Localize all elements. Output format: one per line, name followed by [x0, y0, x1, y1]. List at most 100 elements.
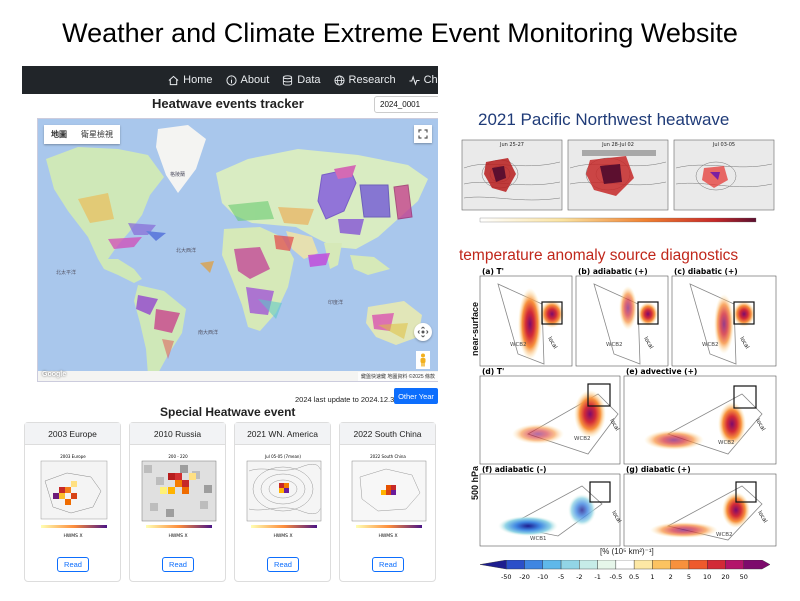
diag-panel-f: (f) adiabatic (-) local WCB1 — [479, 465, 622, 547]
event-select-value: 2024_0001 — [380, 100, 421, 109]
map-label-north-atlantic: 北大西洋 — [176, 248, 197, 254]
nav-home[interactable]: Home — [168, 74, 213, 86]
diag-box-label: local — [642, 336, 654, 351]
map-pan-control[interactable] — [414, 323, 432, 341]
fullscreen-button[interactable] — [414, 125, 432, 143]
card-title: 2010 Russia — [130, 423, 225, 445]
fig-title: Jul 05-05 (7mean) — [264, 454, 301, 459]
read-button[interactable]: Read — [57, 557, 89, 572]
diag-box-label: local — [756, 510, 768, 525]
colorbar-segment — [579, 560, 598, 570]
colorbar-tick-label: 10 — [703, 573, 711, 581]
diag-box-label: local — [546, 336, 558, 351]
tab-satellite[interactable]: 衛星檢視 — [81, 130, 113, 139]
colorbar-tick-label: -1 — [594, 573, 600, 581]
map-label-north-pacific: 北太平洋 — [56, 270, 77, 276]
diag-region-label: WCB2 — [718, 440, 735, 446]
colorbar-tick-label: 50 — [740, 573, 748, 581]
map-label-indian-ocean: 印度洋 — [328, 300, 344, 306]
diag-box-label: local — [610, 510, 622, 525]
pnw-panel-1-label: Jun 25-27 — [499, 142, 524, 148]
heatwave-map[interactable]: 地圖 衛星檢視 格陵蘭 北大西洋 北太平洋 南大西洋 印度洋 Google 鍵盤… — [37, 118, 438, 382]
colorbar-segment — [542, 560, 562, 570]
diag-panel-g-label: (g) diabatic (+) — [626, 465, 691, 474]
pnw-heatwave-panels: Jun 25-27 Jun 28-Jul 02 Jul 03-05 — [461, 139, 775, 223]
fig-xlabel: HWMS X — [378, 533, 397, 539]
colorbar-tick-label: -50 — [501, 573, 512, 581]
nav-home-label: Home — [183, 74, 213, 86]
colorbar-tick-label: -2 — [576, 573, 582, 581]
colorbar-tick-label: 5 — [687, 573, 691, 581]
nav-data[interactable]: Data — [282, 74, 321, 86]
nav-charts[interactable]: Charts — [409, 74, 438, 86]
update-row: 2024 last update to 2024.12.31 — [22, 392, 438, 408]
diag-region-label: WCB2 — [510, 342, 527, 348]
fig-title: 2022 South China — [370, 454, 406, 459]
diag-panel-b-label: (b) adiabatic (+) — [578, 267, 648, 276]
colorbar-tick-label: 1 — [650, 573, 654, 581]
card-figure: 2003 Europe HWMS X — [31, 451, 116, 541]
card-figure: Jul 05-05 (7mean) HWMS X — [246, 454, 322, 539]
colorbar-segment — [506, 560, 525, 570]
event-select[interactable]: 2024_0001 ⌄ — [374, 96, 438, 113]
diag-panel-c-label: (c) diabatic (+) — [674, 267, 738, 276]
other-year-button[interactable]: Other Year — [394, 388, 438, 404]
special-heatwave-title: Special Heatwave event — [160, 405, 296, 419]
diag-panel-d: (d) T' local WCB2 — [479, 367, 621, 465]
diag-region-label: WCB2 — [574, 436, 591, 442]
google-logo: Google — [42, 371, 67, 378]
pegman-icon — [420, 353, 426, 367]
colorbar-segment — [670, 560, 690, 570]
fig-title: 2003 Europe — [60, 454, 86, 459]
fig-xlabel: HWMS X — [273, 533, 292, 539]
nav-data-label: Data — [297, 74, 321, 86]
event-card-2003-europe: 2003 Europe 2003 Europe HWMS X Read — [24, 422, 121, 582]
tab-map[interactable]: 地圖 — [51, 130, 67, 139]
diag-panel-b: (b) adiabatic (+) local WCB2 — [575, 267, 669, 367]
diag-panel-e-label: (e) advective (+) — [626, 367, 697, 376]
colorbar-segment — [480, 560, 507, 570]
move-icon — [417, 326, 429, 338]
map-attribution[interactable]: 鍵盤快速鍵 地圖資料 ©2025 條款 — [358, 372, 438, 381]
colorbar-segment — [743, 560, 770, 570]
fig-title: 200 - 220 — [168, 454, 188, 459]
special-event-cards: 2003 Europe 2003 Europe HWMS X Read 2010… — [22, 422, 438, 601]
activity-icon — [409, 74, 420, 86]
diag-box-label: local — [754, 418, 766, 433]
nav-about[interactable]: About — [225, 74, 269, 86]
database-icon — [283, 74, 293, 86]
read-button[interactable]: Read — [372, 557, 404, 572]
card-figure: 2022 South China HWMS X — [351, 454, 427, 539]
read-button[interactable]: Read — [162, 557, 194, 572]
read-button[interactable]: Read — [267, 557, 299, 572]
nav-research[interactable]: Research — [333, 74, 396, 86]
map-label-greenland: 格陵蘭 — [170, 172, 186, 178]
colorbar-segment — [560, 560, 580, 570]
pnw-panel-3-label: Jul 03-05 — [712, 142, 735, 148]
map-label-south-atlantic: 南大西洋 — [198, 330, 219, 336]
event-card-2010-russia: 2010 Russia 200 - 220 HWMS X Read — [129, 422, 226, 582]
world-map-graphic — [38, 125, 438, 381]
diag-region-label: WCB2 — [716, 532, 733, 538]
diag-panel-d-label: (d) T' — [482, 367, 504, 376]
colorbar-segment — [706, 560, 726, 570]
diag-box-label: local — [738, 336, 750, 351]
info-icon — [225, 74, 237, 86]
diag-panel-f-label: (f) adiabatic (-) — [482, 465, 546, 474]
street-view-pegman[interactable] — [416, 351, 430, 369]
colorbar-segment — [615, 560, 635, 570]
nav-charts-label: Charts — [423, 74, 438, 86]
pnw-panel-2-label: Jun 28-Jul 02 — [601, 142, 634, 148]
diag-panel-a-label: (a) T' — [482, 267, 504, 276]
diagnostics-colorbar: -50 -20 -10 -5 -2 -1 -0.5 0.5 1 2 5 10 20 50 — [480, 560, 770, 581]
diagnostics-title: temperature anomaly source diagnostics — [459, 247, 739, 264]
diag-panel-c: (c) diabatic (+) local WCB2 — [671, 267, 777, 367]
nav-research-label: Research — [348, 74, 396, 86]
colorbar-tick-label: -20 — [519, 573, 530, 581]
diag-panel-a: (a) T' local WCB2 — [479, 267, 573, 367]
navbar: Home About Data Research Charts — [22, 66, 438, 94]
colorbar-segment — [597, 560, 617, 570]
diagnostics-panels: (a) T' local WCB2 (b) adiabatic (+) loca… — [479, 267, 777, 547]
fig-xlabel: HWMS X — [168, 533, 187, 539]
diag-region-label: WCB2 — [702, 342, 719, 348]
